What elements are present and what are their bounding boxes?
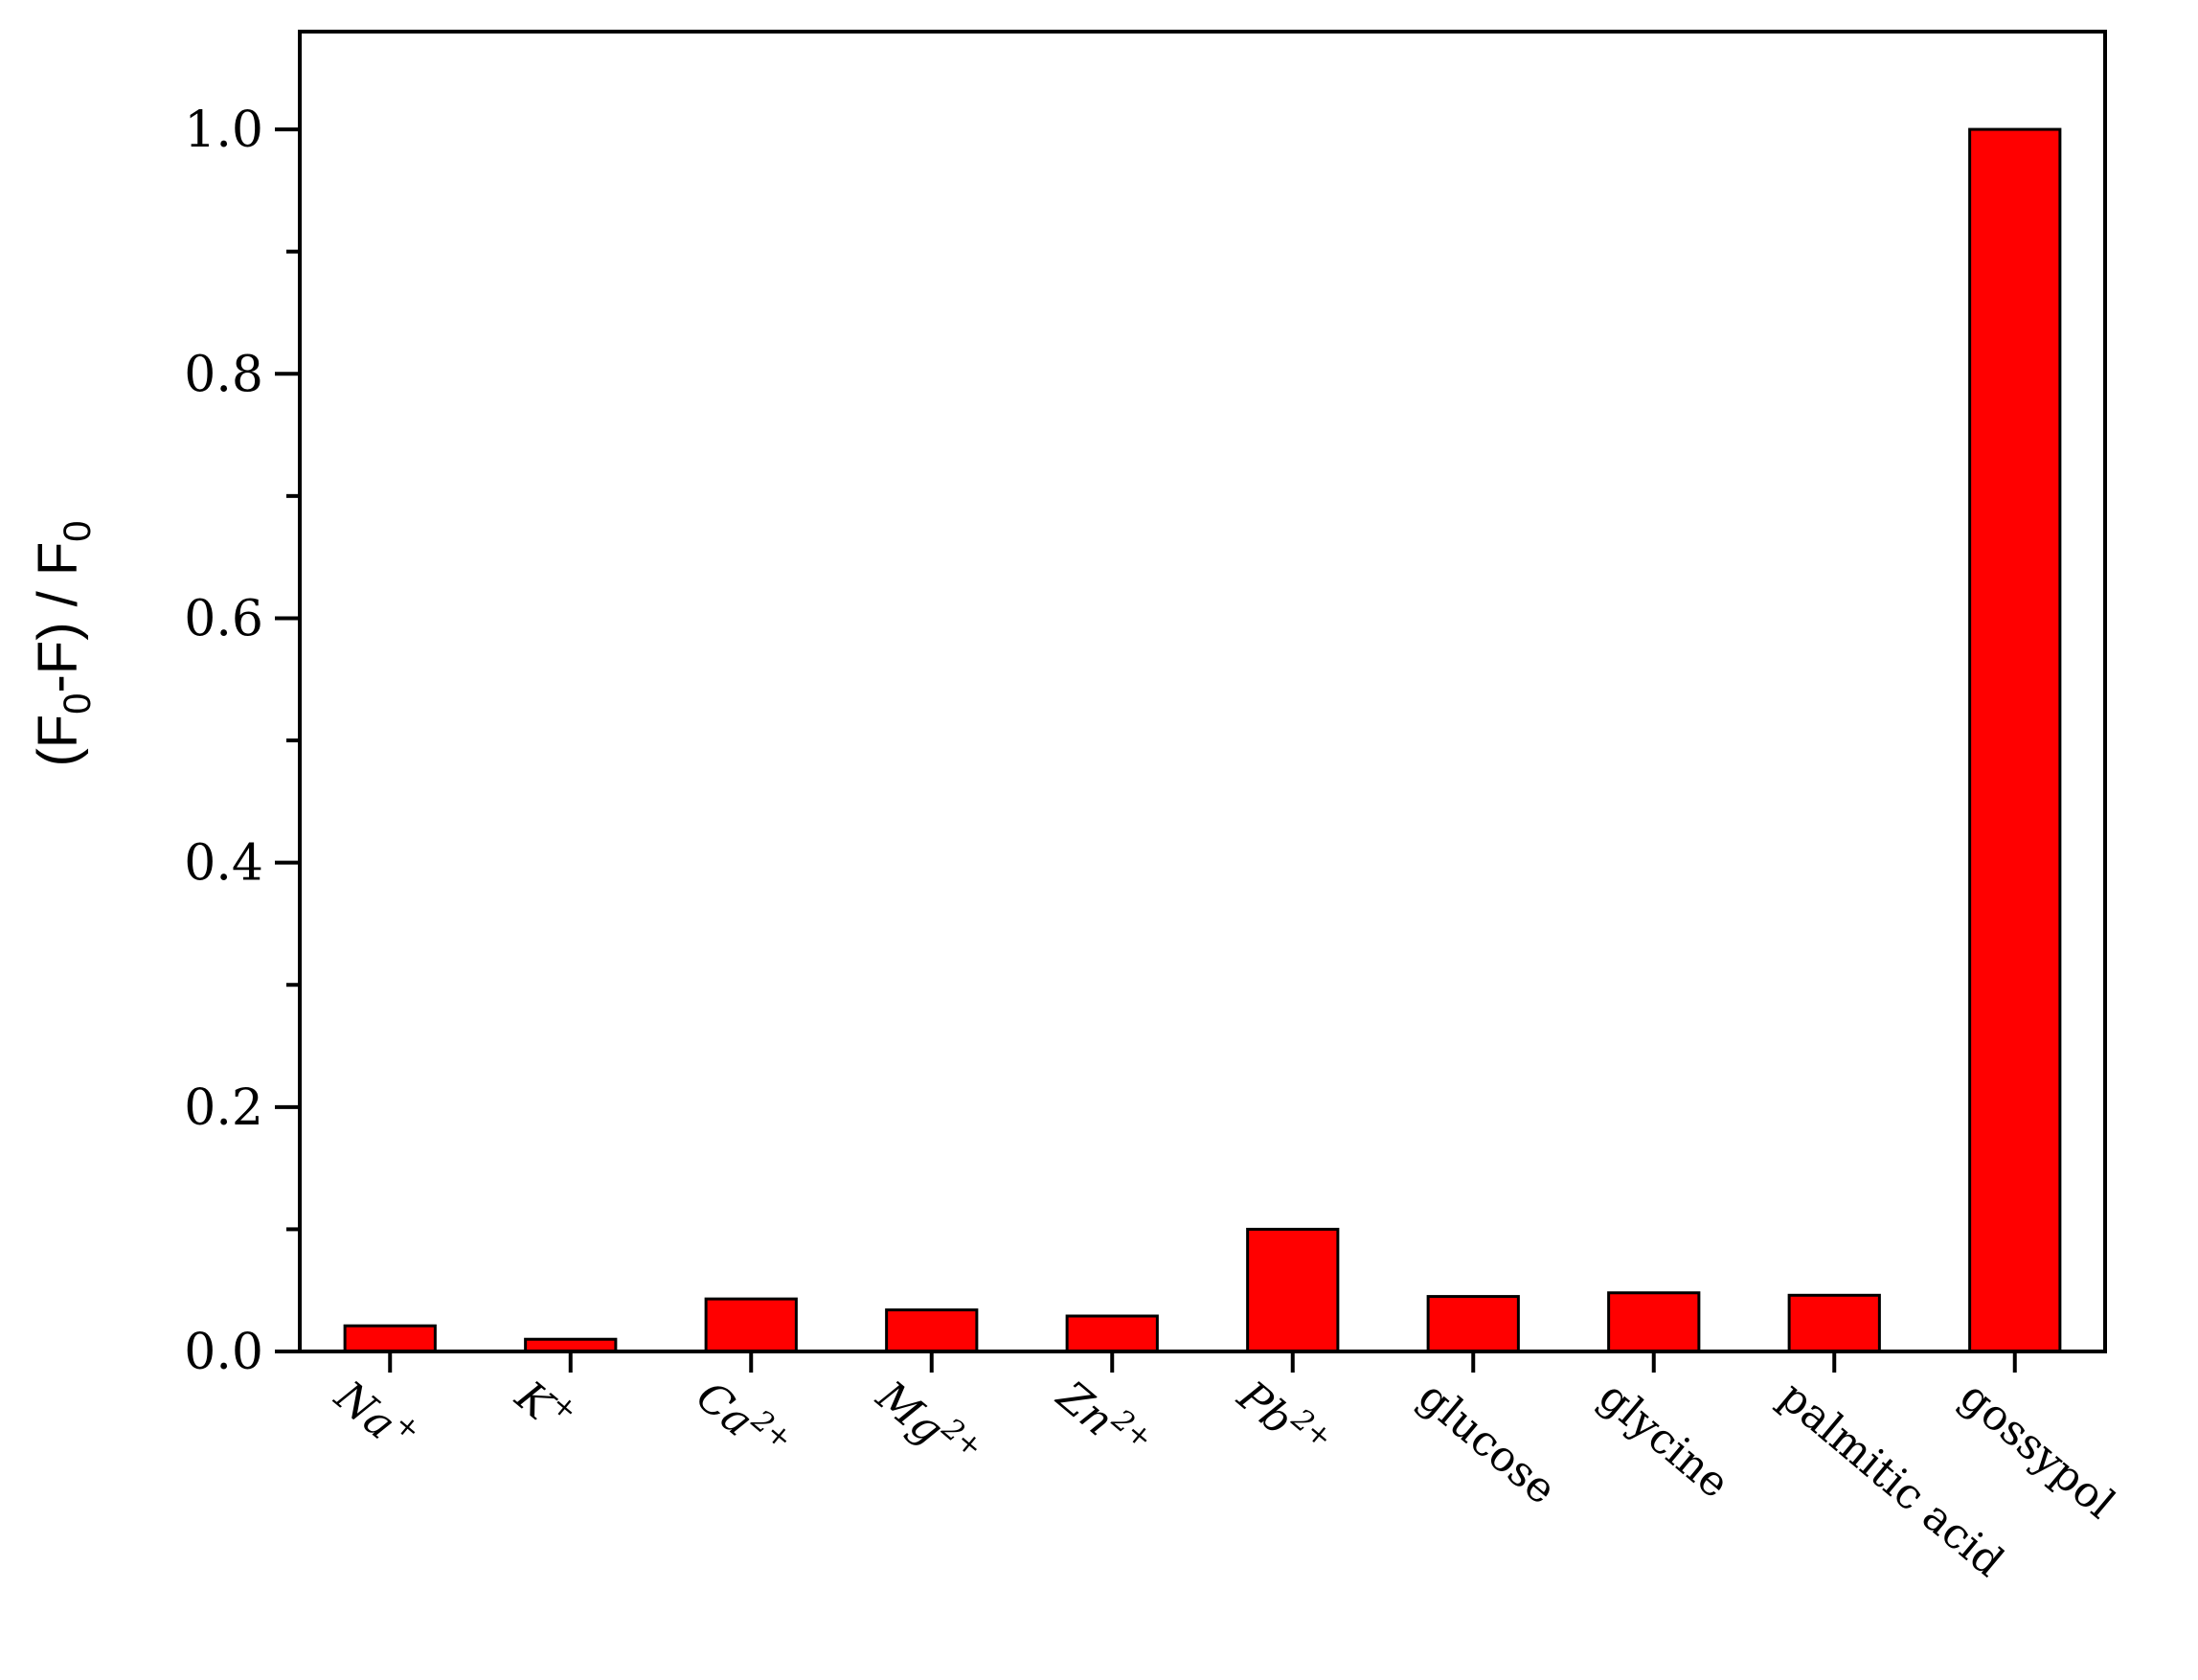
bar-9 (1968, 127, 2062, 1353)
y-tick-label: 0.4 (184, 835, 263, 893)
x-tick-label: Zn2+ (1047, 1366, 1160, 1473)
x-tick-label-text: glycine (1590, 1372, 1738, 1508)
x-tick-label: Ca2+ (687, 1367, 799, 1473)
bar-0 (343, 1324, 437, 1353)
x-axis: Na+ K+ Ca2+ Mg2+ Zn2+ Pb2+ glucose glycine palmi… (325, 1351, 2124, 1586)
y-axis-label-text: (F0-F) / F0 (27, 520, 99, 766)
y-tick-label: 0.6 (184, 590, 263, 647)
bar-6 (1426, 1295, 1520, 1353)
y-label-part: -F) / F (27, 542, 89, 693)
x-tick-label-text: glucose (1409, 1372, 1565, 1514)
y-label-part: (F (27, 715, 89, 767)
x-tick-label-text: Na (325, 1372, 404, 1449)
x-tick-label-text: gossypol (1951, 1372, 2124, 1528)
bars-group (343, 127, 2062, 1353)
x-tick-label: gossypol (1951, 1372, 2124, 1528)
x-tick-label: glucose (1409, 1372, 1565, 1514)
x-tick-label-text: Mg (867, 1372, 953, 1455)
bar-2 (704, 1297, 798, 1353)
bar-3 (885, 1308, 979, 1353)
y-label-subscript: 0 (57, 520, 99, 541)
y-tick-label: 0.2 (184, 1079, 263, 1137)
x-tick-label: Mg2+ (867, 1366, 989, 1482)
bar-7 (1607, 1291, 1701, 1353)
plot-frame (298, 30, 2107, 1353)
y-axis-label: (F0-F) / F0 (27, 520, 99, 766)
bar-5 (1246, 1227, 1340, 1353)
x-tick-label: glycine (1590, 1372, 1738, 1508)
y-label-subscript: 0 (57, 693, 99, 715)
y-axis: 0.0 0.2 0.4 0.6 0.8 1.0 (184, 102, 300, 1381)
y-tick-label: 0.0 (184, 1324, 263, 1381)
x-tick-label: Na+ (325, 1366, 427, 1464)
x-tick-label-text: Zn (1047, 1371, 1122, 1445)
y-tick-label: 1.0 (184, 102, 263, 159)
x-tick-label: K+ (506, 1366, 584, 1444)
bar-8 (1787, 1293, 1881, 1353)
y-tick-label: 0.8 (184, 346, 263, 403)
x-tick-label-text: Pb (1228, 1372, 1303, 1445)
x-tick-label: Pb2+ (1228, 1366, 1339, 1472)
x-tick-label-text: Ca (687, 1372, 762, 1446)
bar-4 (1065, 1314, 1159, 1353)
